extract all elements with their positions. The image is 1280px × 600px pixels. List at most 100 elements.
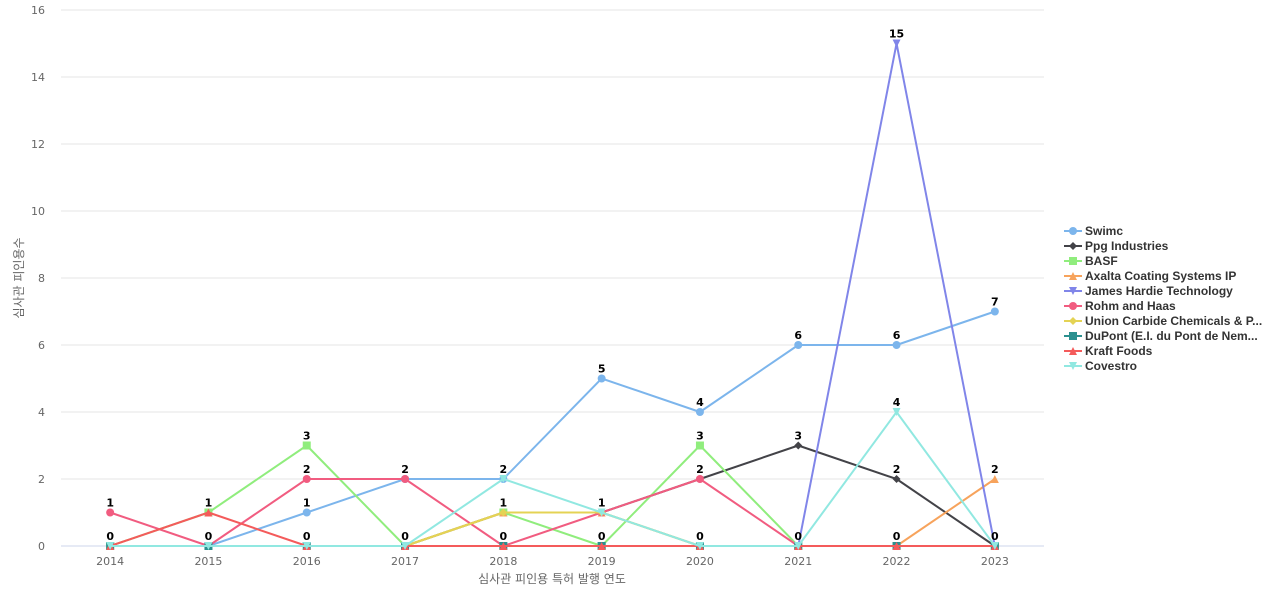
x-axis-title: 심사관 피인용 특허 발행 연도 — [478, 571, 626, 586]
data-point[interactable] — [106, 542, 115, 550]
data-label: 0 — [696, 530, 704, 543]
series-line — [110, 42, 996, 547]
legend-label: Ppg Industries — [1085, 238, 1169, 253]
data-label: 2 — [893, 463, 901, 476]
data-point[interactable] — [794, 542, 803, 550]
series-covestro — [106, 408, 999, 550]
legend-label: Swimc — [1085, 223, 1124, 238]
grid-lines — [61, 9, 1044, 547]
data-point[interactable] — [695, 475, 704, 483]
x-tick-label: 2022 — [883, 555, 911, 568]
legend-item[interactable]: Union Carbide Chemicals & P... — [1064, 313, 1276, 328]
series-line — [110, 310, 996, 547]
legend-label: DuPont (E.I. du Pont de Nem... — [1085, 328, 1258, 343]
data-point[interactable] — [204, 508, 213, 517]
legend-marker-icon — [1064, 286, 1082, 295]
legend-item[interactable]: Swimc — [1064, 223, 1276, 238]
x-axis-tick-labels: 2014 2015 2016 2017 2018 2019 2020 2021 2022 2023 — [96, 555, 1009, 568]
y-tick-label: 12 — [31, 138, 45, 151]
data-label: 3 — [303, 430, 311, 443]
series-line — [110, 411, 996, 547]
data-point[interactable] — [990, 307, 999, 316]
legend-label: James Hardie Technology — [1085, 283, 1233, 298]
data-point[interactable] — [892, 542, 901, 550]
data-point[interactable] — [302, 441, 311, 450]
data-label: 0 — [106, 530, 114, 543]
data-label: 2 — [303, 463, 311, 476]
legend-item[interactable]: James Hardie Technology — [1064, 283, 1276, 298]
data-point[interactable] — [990, 542, 999, 550]
legend-item[interactable]: Covestro — [1064, 358, 1276, 373]
data-point[interactable] — [892, 39, 901, 48]
legend-label: BASF — [1085, 253, 1118, 268]
data-label: 6 — [794, 329, 802, 342]
series-lines — [106, 39, 999, 550]
data-point[interactable] — [499, 508, 508, 517]
data-point[interactable] — [106, 508, 115, 517]
x-tick-label: 2023 — [981, 555, 1009, 568]
legend-label: Covestro — [1085, 358, 1138, 373]
legend-label: Axalta Coating Systems IP — [1085, 268, 1237, 283]
y-tick-label: 6 — [38, 339, 45, 352]
data-point[interactable] — [499, 475, 508, 483]
legend-marker-icon — [1064, 361, 1082, 370]
data-label: 1 — [303, 497, 311, 510]
x-tick-label: 2014 — [96, 555, 124, 568]
legend-item[interactable]: Kraft Foods — [1064, 343, 1276, 358]
data-point — [1069, 256, 1077, 265]
data-point[interactable] — [892, 475, 901, 483]
data-point[interactable] — [499, 542, 508, 550]
data-point — [1069, 271, 1077, 280]
legend-item[interactable]: DuPont (E.I. du Pont de Nem... — [1064, 328, 1276, 343]
legend-item[interactable]: Axalta Coating Systems IP — [1064, 268, 1276, 283]
legend-item[interactable]: Rohm and Haas — [1064, 298, 1276, 313]
data-point[interactable] — [695, 408, 704, 416]
data-point[interactable] — [401, 475, 410, 483]
data-point — [1069, 361, 1077, 370]
data-point[interactable] — [401, 542, 410, 550]
data-point[interactable] — [597, 374, 606, 383]
data-label: 0 — [303, 530, 311, 543]
data-point[interactable] — [990, 475, 999, 483]
data-label: 3 — [794, 430, 802, 443]
data-point[interactable] — [597, 542, 606, 550]
series-james-hardie-technology — [106, 39, 999, 550]
y-tick-label: 0 — [38, 540, 45, 553]
legend-item[interactable]: Ppg Industries — [1064, 238, 1276, 253]
data-label: 0 — [893, 530, 901, 543]
data-label: 5 — [598, 363, 606, 376]
data-point — [1069, 331, 1077, 340]
data-point[interactable] — [302, 475, 311, 483]
x-tick-label: 2015 — [194, 555, 222, 568]
data-point — [1069, 316, 1077, 325]
data-label: 4 — [893, 396, 901, 409]
legend-label: Union Carbide Chemicals & P... — [1085, 313, 1263, 328]
data-point[interactable] — [695, 441, 704, 450]
data-point — [1069, 346, 1077, 355]
data-label: 4 — [696, 396, 704, 409]
data-label: 2 — [401, 463, 409, 476]
legend-marker-icon — [1064, 256, 1082, 265]
data-point[interactable] — [892, 408, 901, 416]
data-point[interactable] — [302, 508, 311, 517]
data-point[interactable] — [302, 542, 311, 550]
data-point[interactable] — [794, 441, 803, 450]
data-label: 1 — [106, 497, 114, 510]
data-label: 0 — [500, 530, 508, 543]
legend-label: Rohm and Haas — [1085, 298, 1176, 313]
legend-item[interactable]: BASF — [1064, 253, 1276, 268]
data-label: 3 — [696, 430, 704, 443]
legend-marker-icon — [1064, 346, 1082, 355]
x-tick-label: 2020 — [686, 555, 714, 568]
data-point[interactable] — [892, 341, 901, 349]
y-axis-tick-labels: 0 2 4 6 8 10 12 14 16 — [31, 4, 45, 553]
x-tick-label: 2017 — [391, 555, 419, 568]
data-point[interactable] — [794, 341, 803, 349]
data-label: 6 — [893, 329, 901, 342]
data-point[interactable] — [695, 542, 704, 550]
legend-marker-icon — [1064, 316, 1082, 325]
x-tick-label: 2019 — [588, 555, 616, 568]
data-point[interactable] — [597, 508, 606, 517]
data-point[interactable] — [204, 542, 213, 550]
